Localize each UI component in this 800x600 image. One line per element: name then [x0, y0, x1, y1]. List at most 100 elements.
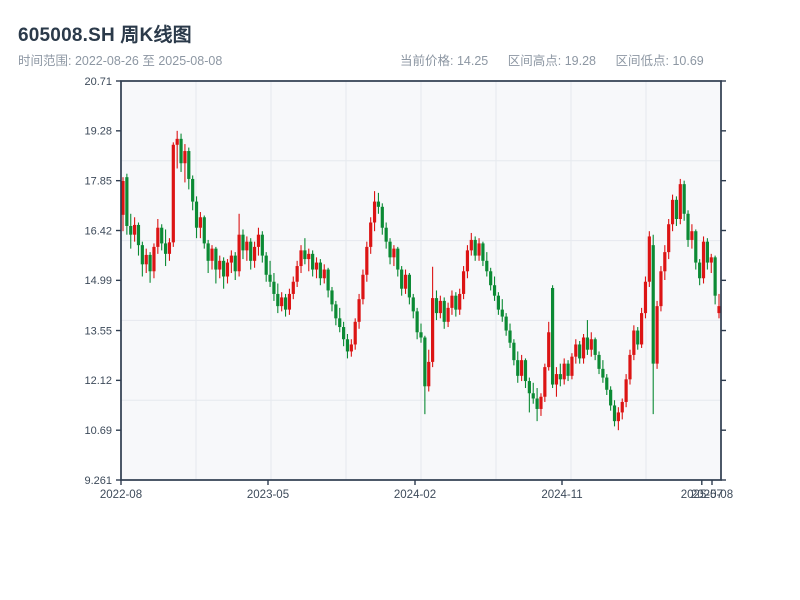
candle-down [612, 405, 617, 422]
candle-up [349, 344, 353, 352]
candle-down [206, 243, 210, 261]
candle-down [260, 234, 264, 256]
candle-up [655, 306, 659, 364]
candle-down [400, 269, 404, 289]
candle-up [678, 184, 682, 220]
candle-down [179, 138, 183, 164]
page-title: 605008.SH 周K线图 [18, 25, 192, 46]
candle-up [156, 227, 160, 247]
candle-down [504, 316, 508, 331]
candle-up [632, 330, 636, 355]
candle-up [620, 401, 624, 413]
candle-up [237, 234, 241, 272]
candle-down [674, 199, 679, 220]
candle-up [167, 242, 172, 254]
candle-down [411, 297, 415, 312]
candle-down [318, 262, 322, 279]
candle-down [276, 293, 280, 307]
candle-up [198, 217, 203, 228]
candle-up [616, 412, 620, 422]
candle-up [218, 260, 222, 270]
candle-up [709, 257, 713, 263]
candle-up [690, 231, 694, 240]
candle-up [647, 236, 651, 282]
candle-up [624, 379, 628, 402]
candle-down [705, 241, 709, 263]
candle-up [280, 297, 284, 307]
candle-up [171, 144, 175, 243]
candle-up [287, 293, 292, 310]
candle-up [589, 339, 593, 350]
candle-up [256, 234, 261, 247]
price-stats: 当前价格: 14.25 区间高点: 19.28 区间低点: 10.69 [400, 50, 720, 69]
candle-down [550, 288, 555, 385]
candle-down [492, 285, 497, 296]
candle-up [357, 299, 361, 322]
candle-up [307, 253, 311, 260]
kline-chart-svg: 20.71 19.28 17.85 16.42 14.99 13.55 12.12 10.69… [84, 76, 733, 501]
candle-down [136, 224, 141, 246]
x-tick-label: 2024-11 [541, 489, 582, 501]
candle-down [566, 363, 570, 376]
candle-down [442, 300, 446, 322]
candle-up [446, 307, 450, 322]
candle-up [322, 269, 326, 279]
range-low-label: 区间低点: [615, 54, 669, 68]
candle-down [330, 290, 334, 305]
candle-down [388, 241, 392, 258]
current-price-value: 14.25 [456, 54, 489, 68]
candle-down [241, 234, 245, 251]
candle-down [597, 354, 601, 369]
candle-down [415, 311, 419, 333]
current-price-label: 当前价格: [400, 54, 454, 68]
range-high-label: 区间高点: [507, 54, 562, 68]
candle-down [523, 360, 528, 382]
y-tick-label: 12.12 [84, 375, 112, 387]
y-tick-label: 20.71 [84, 76, 112, 88]
candle-up [229, 255, 233, 263]
candle-up [659, 271, 663, 307]
candle-down [481, 243, 485, 261]
candle-down [129, 225, 133, 235]
y-tick-label: 17.85 [84, 175, 112, 187]
candle-up [144, 254, 148, 265]
candle-up [403, 274, 408, 289]
candle-down [558, 374, 562, 380]
candle-up [175, 138, 179, 145]
candle-down [163, 243, 168, 254]
candle-up [539, 396, 543, 409]
candle-down [396, 248, 400, 270]
candle-down [713, 257, 717, 296]
candle-down [605, 377, 609, 390]
candle-down [214, 248, 218, 270]
candle-down [527, 381, 531, 394]
candle-down [601, 368, 605, 378]
y-tick-label: 14.99 [84, 275, 112, 287]
candle-down [508, 330, 512, 343]
y-tick-label: 13.55 [84, 325, 112, 337]
candle-up [477, 243, 481, 256]
candle-up [554, 374, 559, 385]
candle-down [512, 342, 516, 361]
candle-up [133, 224, 137, 235]
y-tick-label: 16.42 [84, 225, 112, 237]
candle-up [574, 344, 578, 357]
candle-up [427, 361, 431, 387]
candle-down [140, 245, 144, 265]
candle-down [345, 339, 350, 352]
candle-down [222, 260, 226, 277]
candle-down [272, 281, 276, 294]
candle-down [233, 255, 237, 272]
candle-down [682, 184, 686, 214]
candle-down [334, 304, 338, 319]
range-low-value: 10.69 [672, 54, 704, 68]
candle-down [311, 253, 315, 270]
candle-down [380, 206, 384, 228]
candle-up [369, 222, 373, 247]
candle-up [458, 293, 462, 310]
candle-down [341, 327, 346, 340]
y-tick-label: 19.28 [84, 126, 112, 138]
candle-up [639, 313, 644, 345]
candle-up [547, 332, 551, 368]
